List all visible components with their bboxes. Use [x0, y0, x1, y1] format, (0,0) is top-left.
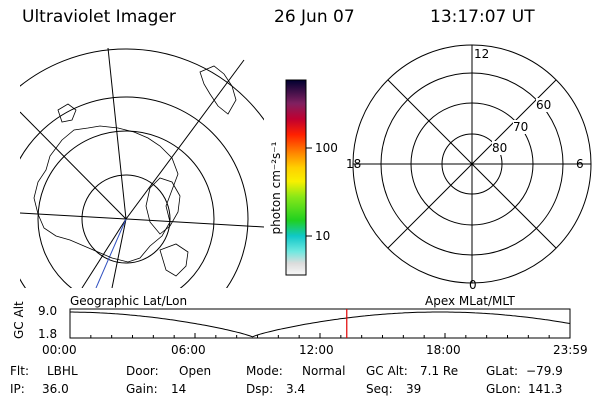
- colorbar-tick-label: 100: [315, 141, 338, 155]
- altitude-curve: [70, 311, 571, 338]
- mlat-label-70: 70: [513, 120, 529, 134]
- meridian-line: [125, 59, 245, 220]
- status-label: IP:: [10, 382, 25, 396]
- status-label: GC Alt:: [366, 364, 408, 378]
- colorbar-unit-label: photon cm⁻²s⁻¹: [269, 141, 283, 235]
- altitude-xtick: 06:00: [171, 343, 206, 357]
- status-label: Seq:: [366, 382, 393, 396]
- status-value: 141.3: [528, 382, 563, 396]
- meridian-line: [111, 218, 127, 288]
- mlat-label-60: 60: [536, 98, 552, 112]
- latitude-circle: [20, 96, 249, 288]
- mlt-line: [387, 79, 557, 249]
- status-label: Door:: [126, 364, 159, 378]
- mlt-label-6: 6: [576, 157, 584, 171]
- mlt-label-12: 12: [474, 47, 490, 61]
- terminator-line: [95, 218, 127, 288]
- right-panel-caption: Apex MLat/MLT: [425, 294, 515, 308]
- meridian-line: [20, 212, 127, 220]
- coastline: [57, 103, 77, 123]
- status-value: 14: [171, 382, 187, 396]
- status-value: 3.4: [286, 382, 306, 396]
- status-label: Flt:: [10, 364, 29, 378]
- coastline: [145, 177, 181, 235]
- altitude-xtick: 23:59: [553, 343, 588, 357]
- status-label: Mode:: [246, 364, 283, 378]
- status-label: Dsp:: [246, 382, 274, 396]
- coastline: [199, 65, 237, 115]
- mlt-label-0: 0: [469, 278, 477, 292]
- meridian-line: [125, 218, 264, 228]
- latitude-circle: [37, 130, 215, 288]
- meridian-line: [81, 218, 127, 288]
- status-label: GLat:: [486, 364, 519, 378]
- colorbar-tick-label: 10: [315, 229, 331, 243]
- coastline: [33, 125, 179, 263]
- altitude-ytick: 1.8: [38, 327, 58, 341]
- status-value: LBHL: [47, 364, 78, 378]
- image-date: 26 Jun 07: [274, 7, 355, 27]
- status-value: Open: [179, 364, 212, 378]
- altitude-ylabel: GC Alt: [12, 301, 26, 339]
- status-label: Gain:: [126, 382, 158, 396]
- meridian-line: [20, 111, 127, 220]
- status-value: 7.1 Re: [420, 364, 459, 378]
- status-value: 39: [406, 382, 422, 396]
- image-time: 13:17:07 UT: [430, 7, 535, 27]
- app-title: Ultraviolet Imager: [22, 7, 176, 27]
- altitude-xtick: 12:00: [299, 343, 334, 357]
- mlat-label-80: 80: [492, 141, 508, 155]
- left-panel-caption: Geographic Lat/Lon: [70, 294, 188, 308]
- latitude-circle: [20, 48, 264, 121]
- altitude-ytick: 9.0: [38, 304, 58, 318]
- mlt-label-18: 18: [346, 157, 362, 171]
- coastline: [159, 243, 189, 277]
- status-label: GLon:: [486, 382, 521, 396]
- color-bar: [285, 79, 307, 276]
- altitude-xtick: 00:00: [42, 343, 77, 357]
- status-value: −79.9: [526, 364, 563, 378]
- altitude-xtick: 18:00: [426, 343, 461, 357]
- latitude-circle: [81, 174, 171, 264]
- meridian-line: [107, 48, 127, 220]
- status-value: Normal: [302, 364, 346, 378]
- status-value: 36.0: [42, 382, 69, 396]
